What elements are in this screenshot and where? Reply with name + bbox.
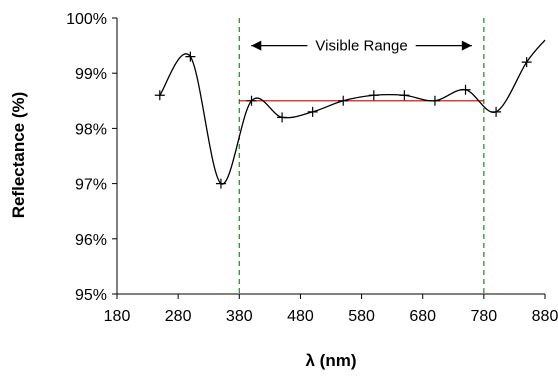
x-tick-label: 180 [104, 308, 131, 325]
data-point-marker [429, 95, 440, 106]
y-axis-title: Reflectance (%) [9, 92, 28, 219]
data-point-marker [460, 84, 471, 95]
data-point-marker [277, 112, 288, 123]
y-tick-label: 96% [75, 232, 107, 249]
right-arrowhead-icon [461, 40, 472, 51]
x-tick-label: 780 [471, 308, 498, 325]
data-point-marker [368, 90, 379, 101]
data-point-marker [491, 106, 502, 117]
data-point-marker [154, 90, 165, 101]
plot-layer: 95% 96% 97% 98% 99% 100% 180 280 380 480 580 680 780… [66, 11, 558, 325]
left-arrowhead-icon [251, 40, 262, 51]
x-tick-label: 580 [348, 308, 375, 325]
y-tick-label: 97% [75, 177, 107, 194]
y-tick-label: 99% [75, 66, 107, 83]
x-tick-label: 880 [532, 308, 558, 325]
y-tick-label: 98% [75, 121, 107, 138]
reflectance-curve [159, 39, 546, 185]
data-point-marker [246, 95, 257, 106]
x-axis-title: λ (nm) [306, 351, 357, 370]
x-tick-label: 680 [409, 308, 436, 325]
data-point-marker [338, 95, 349, 106]
visible-range-label: Visible Range [315, 38, 407, 55]
y-tick-label: 100% [66, 11, 107, 28]
data-point-marker [215, 178, 226, 189]
x-tick-label: 280 [165, 308, 192, 325]
data-point-marker [521, 57, 532, 68]
x-tick-label: 380 [226, 308, 253, 325]
data-point-marker [307, 106, 318, 117]
y-tick-label: 95% [75, 287, 107, 304]
data-point-marker [399, 90, 410, 101]
data-point-marker [185, 51, 196, 62]
x-tick-label: 480 [287, 308, 314, 325]
